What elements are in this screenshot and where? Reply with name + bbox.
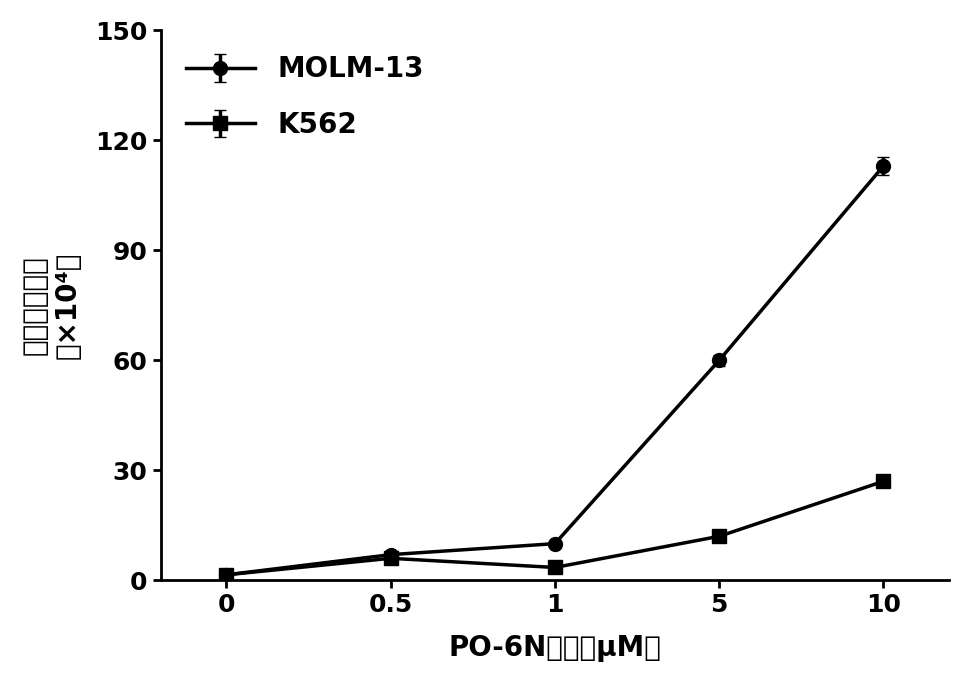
Y-axis label: 平均荧光强度
（×10⁴）: 平均荧光强度 （×10⁴） [20,251,81,359]
X-axis label: PO-6N浓度（μM）: PO-6N浓度（μM） [448,635,661,662]
Legend: MOLM-13, K562: MOLM-13, K562 [174,44,434,150]
